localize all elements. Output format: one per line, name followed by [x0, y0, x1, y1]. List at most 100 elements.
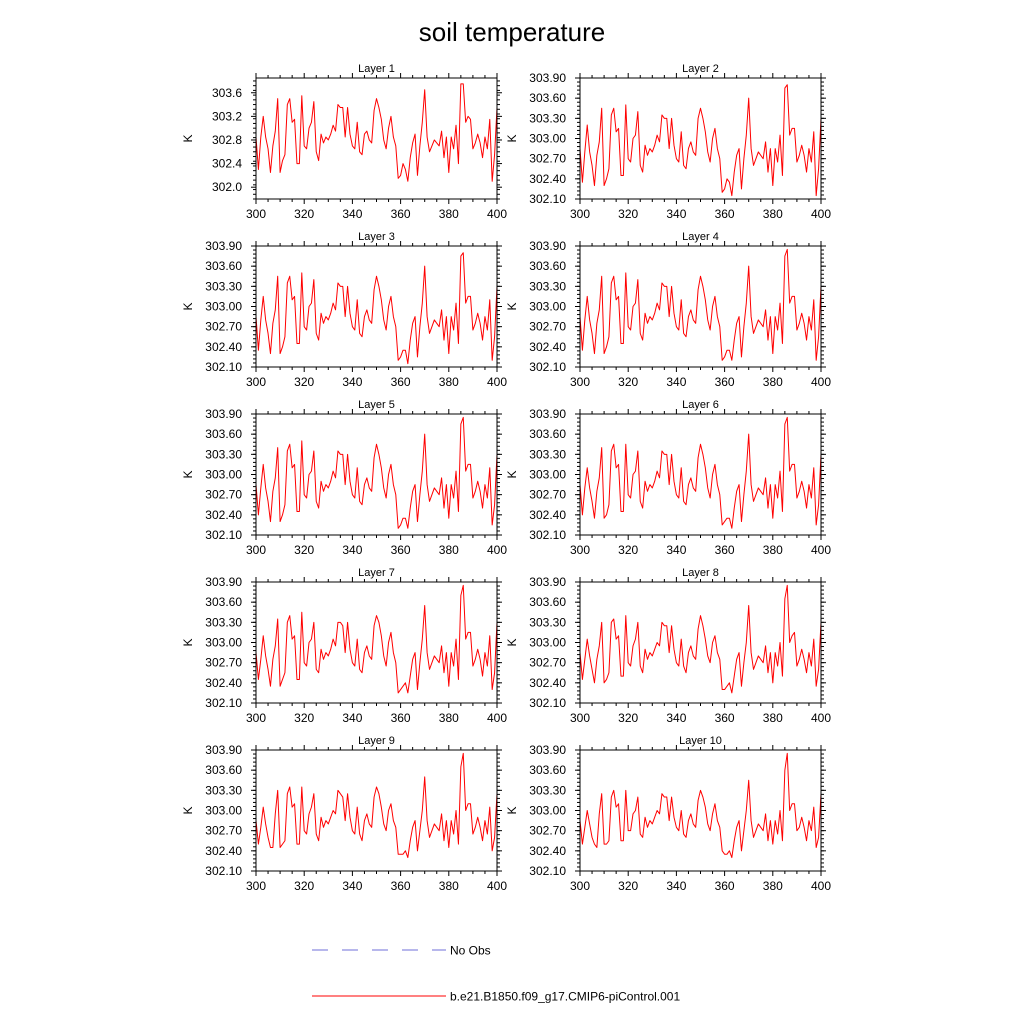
layer-3-title: Layer 3: [358, 231, 395, 243]
layer-4-xtick-label: 340: [666, 375, 686, 389]
layer-10-ytick-label: 303.30: [529, 783, 566, 797]
layer-8-title: Layer 8: [682, 567, 719, 579]
layer-4-xtick-label: 360: [715, 375, 735, 389]
layer-5-ytick-label: 303.60: [205, 427, 242, 441]
layer-3-xtick-label: 360: [391, 375, 411, 389]
layer-7-ylabel: K: [181, 638, 195, 646]
layer-6-xtick-label: 360: [715, 543, 735, 557]
layer-2-xtick-label: 360: [715, 207, 735, 221]
layer-4-series-line: [579, 248, 822, 361]
layer-4-xtick-label: 380: [763, 375, 783, 389]
layer-8-xtick-label: 360: [715, 711, 735, 725]
layer-2-ylabel: K: [505, 134, 519, 142]
layer-8-ytick-label: 303.90: [529, 575, 566, 589]
layer-10-ytick-label: 303.60: [529, 763, 566, 777]
layer-6-xtick-label: 300: [570, 543, 590, 557]
layer-3-xtick-label: 340: [342, 375, 362, 389]
layer-5-xtick-label: 380: [439, 543, 459, 557]
figure-title: soil temperature: [419, 17, 605, 47]
layer-9-xtick-label: 380: [439, 879, 459, 893]
layer-9-series-line: [255, 752, 498, 859]
layer-10-xtick-label: 360: [715, 879, 735, 893]
layer-1-ylabel: K: [181, 134, 195, 142]
layer-7-ytick-label: 302.10: [205, 696, 242, 710]
layer-3-ytick-label: 303.60: [205, 259, 242, 273]
layer-4-ytick-label: 303.30: [529, 279, 566, 293]
layer-7-title: Layer 7: [358, 567, 395, 579]
layer-4-title: Layer 4: [682, 231, 719, 243]
layer-8-panel: Layer 8 300 320 340 360 380 400 302.10 302.40 302…: [505, 567, 831, 725]
layer-1-xtick-label: 300: [246, 207, 266, 221]
layer-2-xtick-label: 300: [570, 207, 590, 221]
layer-8-ytick-label: 302.10: [529, 696, 566, 710]
layer-1-ytick-label: 302.8: [212, 133, 242, 147]
layer-1-ytick-label: 303.2: [212, 109, 242, 123]
layer-2-xtick-label: 320: [618, 207, 638, 221]
layer-4-ytick-label: 302.10: [529, 360, 566, 374]
layer-3-panel: Layer 3 300 320 340 360 380 400 302.10 302.40 302…: [181, 231, 507, 389]
layer-10-xtick-label: 300: [570, 879, 590, 893]
layer-10-panel: Layer 10 300 320 340 360 380 400 302.10 302.40 30…: [505, 735, 831, 893]
layer-6-panel: Layer 6 300 320 340 360 380 400 302.10 302.40 302…: [505, 399, 831, 557]
layer-9-ytick-label: 303.00: [205, 804, 242, 818]
layer-6-ytick-label: 303.90: [529, 407, 566, 421]
layer-6-ytick-label: 302.70: [529, 488, 566, 502]
layer-4-xtick-label: 320: [618, 375, 638, 389]
layer-3-xtick-label: 400: [487, 375, 507, 389]
layer-10-series-line: [579, 752, 822, 859]
layer-7-series-line: [255, 584, 498, 694]
layer-3-ytick-label: 302.40: [205, 340, 242, 354]
panels: Layer 1 300 320 340 360 380 400 302.0 302.4 302.8…: [181, 63, 831, 893]
layer-2-title: Layer 2: [682, 63, 719, 75]
layer-9-ytick-label: 302.10: [205, 864, 242, 878]
layer-4-ytick-label: 302.40: [529, 340, 566, 354]
layer-5-ytick-label: 302.40: [205, 508, 242, 522]
layer-3-series-line: [255, 252, 498, 365]
layer-6-ytick-label: 303.00: [529, 468, 566, 482]
layer-7-xtick-label: 360: [391, 711, 411, 725]
layer-8-ytick-label: 302.40: [529, 676, 566, 690]
layer-8-ylabel: K: [505, 638, 519, 646]
layer-8-xtick-label: 380: [763, 711, 783, 725]
layer-2-series-line: [579, 84, 822, 197]
layer-9-ylabel: K: [181, 806, 195, 814]
layer-9-xtick-label: 300: [246, 879, 266, 893]
layer-7-xtick-label: 400: [487, 711, 507, 725]
layer-2-ytick-label: 303.00: [529, 132, 566, 146]
layer-7-ytick-label: 302.70: [205, 656, 242, 670]
layer-5-ytick-label: 302.10: [205, 528, 242, 542]
layer-5-xtick-label: 340: [342, 543, 362, 557]
layer-9-ytick-label: 302.40: [205, 844, 242, 858]
layer-6-ytick-label: 302.10: [529, 528, 566, 542]
layer-4-xtick-label: 300: [570, 375, 590, 389]
layer-7-xtick-label: 380: [439, 711, 459, 725]
layer-4-xtick-label: 400: [811, 375, 831, 389]
layer-4-ytick-label: 303.00: [529, 300, 566, 314]
layer-6-xtick-label: 380: [763, 543, 783, 557]
layer-3-ytick-label: 302.70: [205, 320, 242, 334]
layer-8-xtick-label: 300: [570, 711, 590, 725]
layer-3-ytick-label: 303.00: [205, 300, 242, 314]
layer-8-xtick-label: 400: [811, 711, 831, 725]
layer-2-ytick-label: 303.90: [529, 71, 566, 85]
layer-6-ylabel: K: [505, 470, 519, 478]
layer-5-ylabel: K: [181, 470, 195, 478]
layer-6-ytick-label: 302.40: [529, 508, 566, 522]
layer-8-xtick-label: 340: [666, 711, 686, 725]
layer-9-ytick-label: 303.30: [205, 783, 242, 797]
layer-10-ytick-label: 302.70: [529, 824, 566, 838]
legend-label-model: b.e21.B1850.f09_g17.CMIP6-piControl.001: [450, 990, 680, 1004]
layer-10-xtick-label: 400: [811, 879, 831, 893]
layer-7-ytick-label: 303.60: [205, 595, 242, 609]
layer-6-xtick-label: 320: [618, 543, 638, 557]
layer-4-ytick-label: 303.60: [529, 259, 566, 273]
layer-1-xtick-label: 380: [439, 207, 459, 221]
layer-9-ytick-label: 303.60: [205, 763, 242, 777]
layer-4-ytick-label: 303.90: [529, 239, 566, 253]
layer-6-series-line: [579, 416, 822, 529]
layer-1-series-line: [255, 83, 498, 182]
layer-2-xtick-label: 400: [811, 207, 831, 221]
layer-1-panel: Layer 1 300 320 340 360 380 400 302.0 302.4 302.8…: [181, 63, 507, 221]
layer-2-ytick-label: 302.70: [529, 152, 566, 166]
